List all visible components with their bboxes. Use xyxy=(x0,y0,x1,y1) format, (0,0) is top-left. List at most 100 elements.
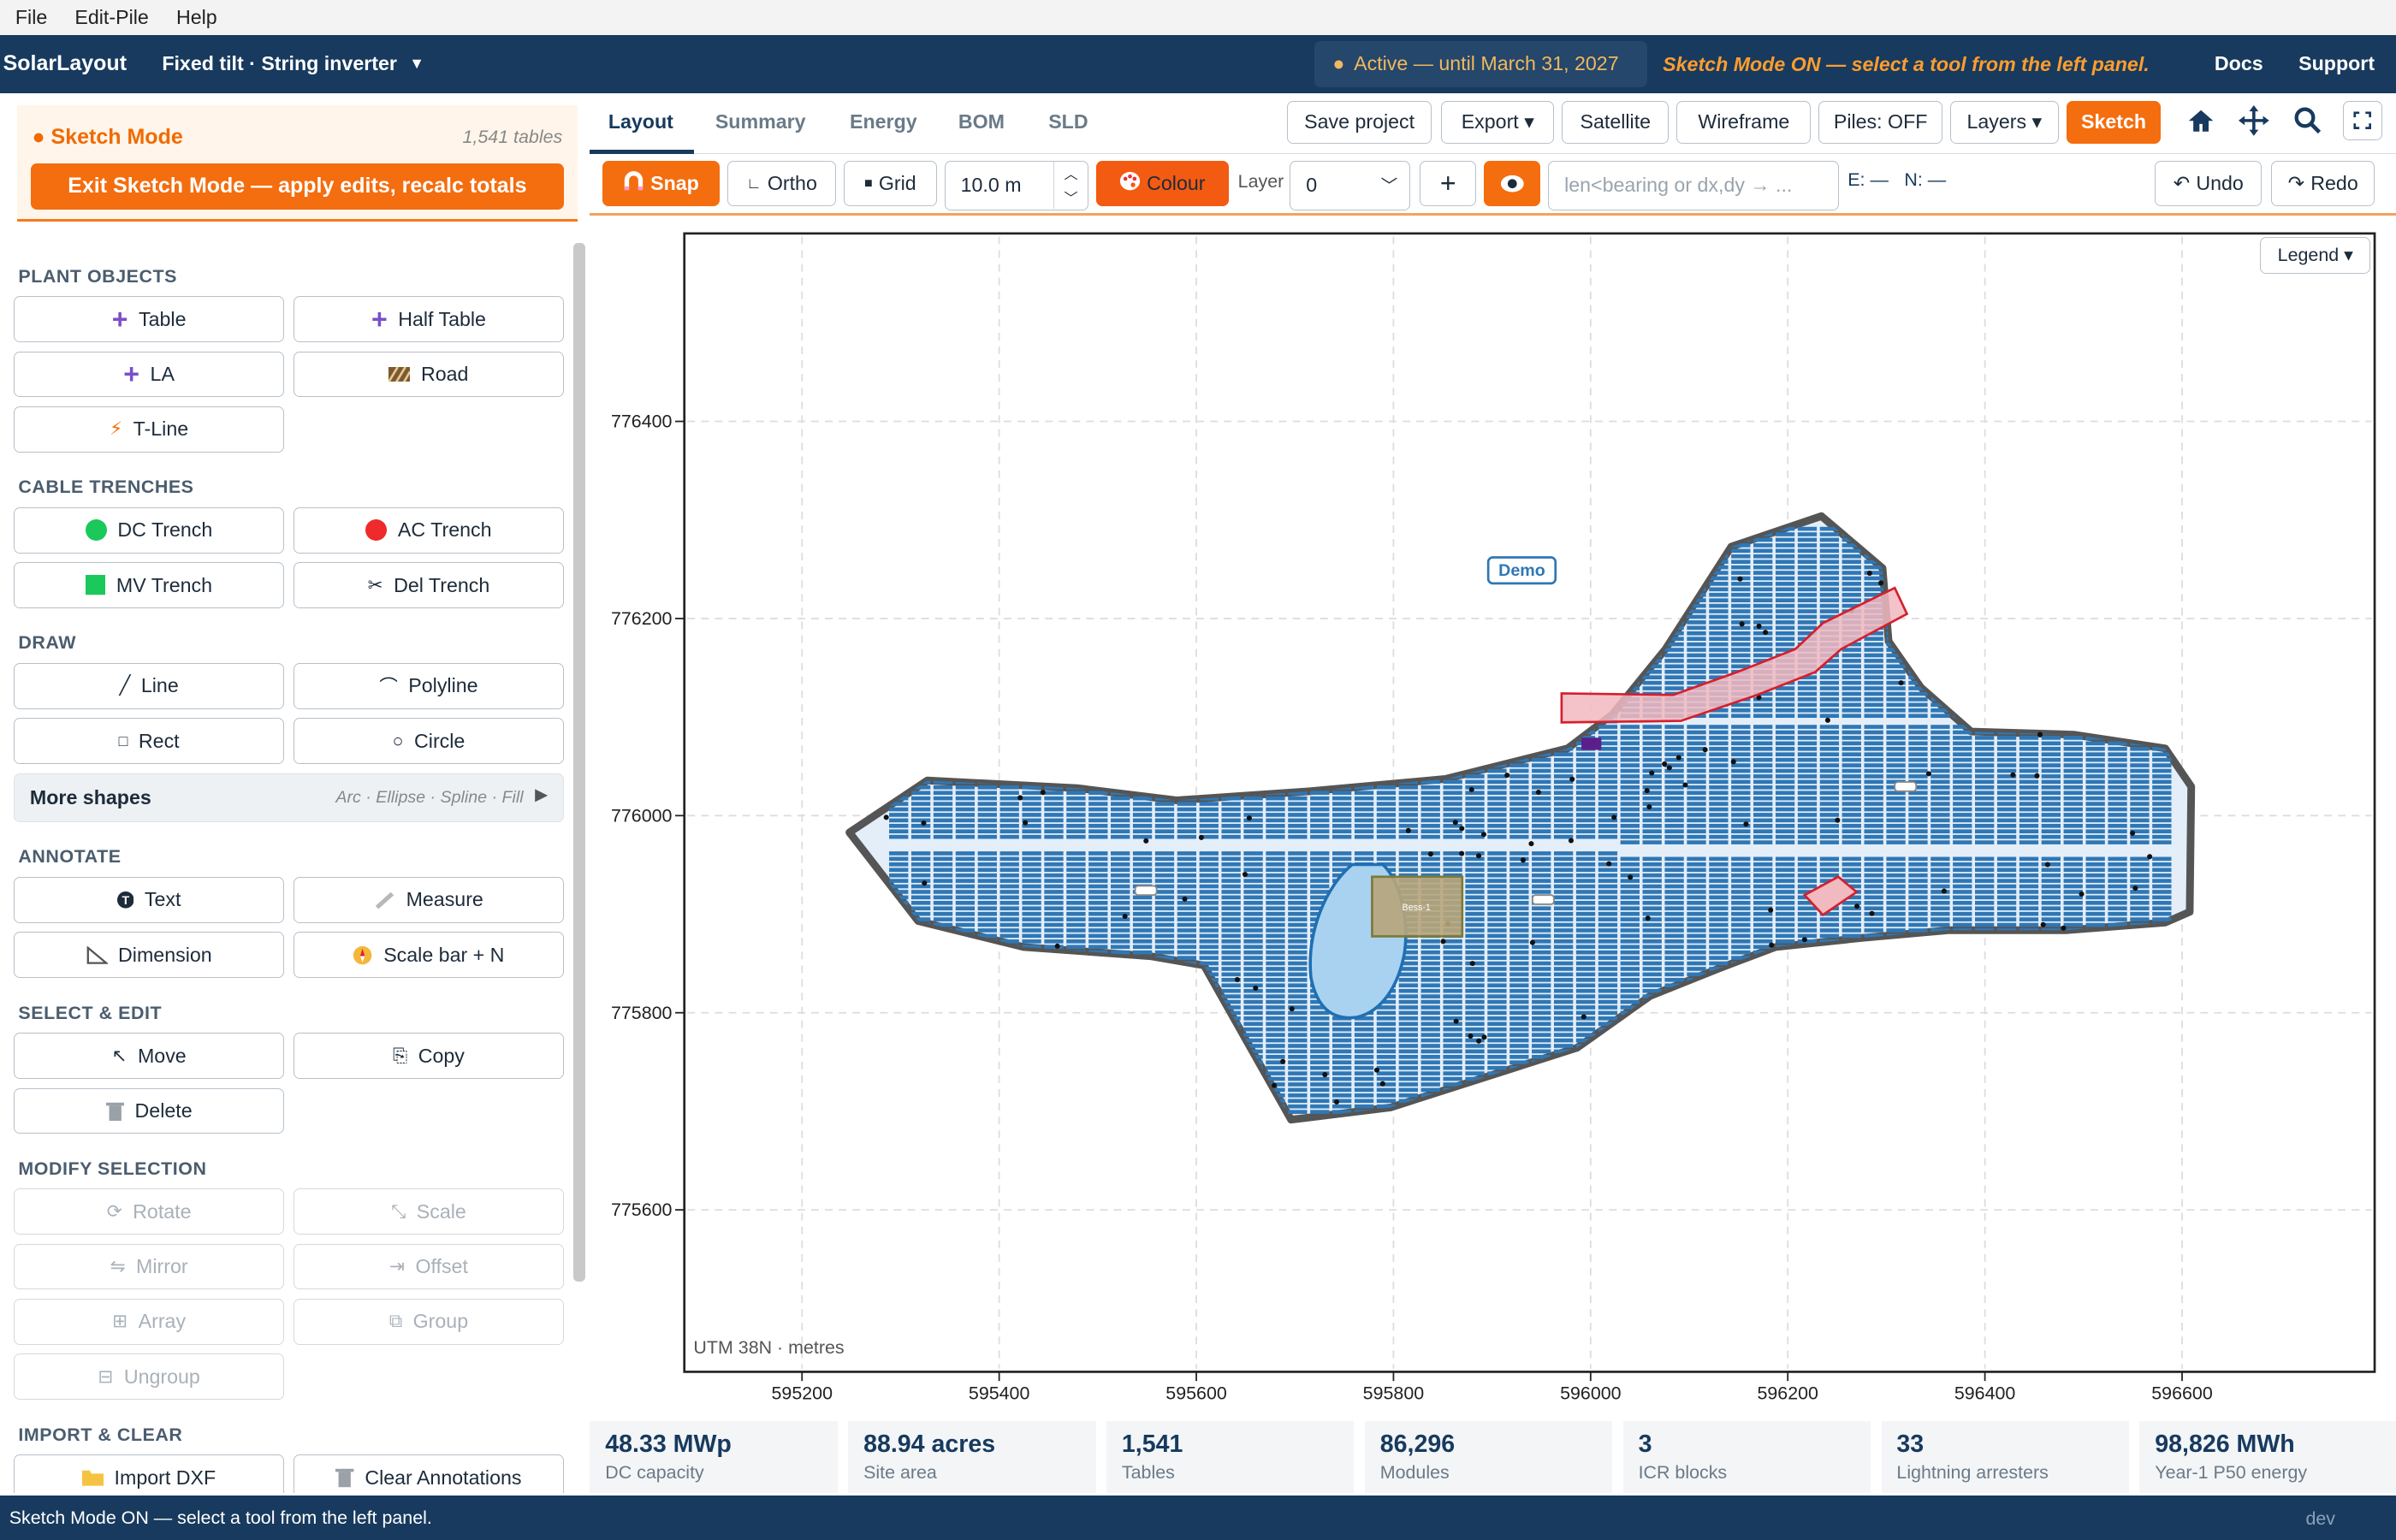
solar-table[interactable] xyxy=(1753,923,1773,927)
solar-table[interactable] xyxy=(1022,923,1042,927)
solar-table[interactable] xyxy=(1200,856,1219,862)
solar-table[interactable] xyxy=(1243,1022,1264,1027)
solar-table[interactable] xyxy=(1066,829,1086,834)
solar-table[interactable] xyxy=(1731,808,1751,812)
solar-table[interactable] xyxy=(1687,856,1707,862)
solar-table[interactable] xyxy=(1509,1028,1529,1032)
solar-table[interactable] xyxy=(1798,571,1818,576)
solar-table[interactable] xyxy=(999,808,1020,812)
solar-table[interactable] xyxy=(1842,681,1862,685)
solar-table[interactable] xyxy=(1022,928,1042,933)
solar-table[interactable] xyxy=(1842,840,1862,845)
solar-table[interactable] xyxy=(1088,885,1108,889)
solar-table[interactable] xyxy=(1487,1060,1507,1065)
tool-scalebar-button[interactable]: Scale bar + N xyxy=(293,932,565,979)
solar-table[interactable] xyxy=(999,895,1020,900)
solar-table[interactable] xyxy=(1709,598,1729,603)
solar-table[interactable] xyxy=(1310,1016,1330,1022)
solar-table[interactable] xyxy=(1221,868,1242,873)
solar-table[interactable] xyxy=(1111,818,1130,823)
solar-table[interactable] xyxy=(1554,758,1574,762)
solar-table[interactable] xyxy=(1465,1044,1486,1049)
solar-table[interactable] xyxy=(1022,912,1042,916)
solar-table[interactable] xyxy=(934,890,953,895)
solar-table[interactable] xyxy=(1554,983,1574,988)
solar-table[interactable] xyxy=(1443,824,1463,829)
solar-table[interactable] xyxy=(1820,675,1840,680)
solar-table[interactable] xyxy=(1487,856,1507,862)
solar-table[interactable] xyxy=(1864,835,1884,839)
solar-table[interactable] xyxy=(1554,928,1574,933)
solar-table[interactable] xyxy=(1443,1028,1463,1032)
tool-la-button[interactable]: + LA xyxy=(14,351,285,398)
solar-table[interactable] xyxy=(1731,874,1751,878)
solar-table[interactable] xyxy=(1066,851,1086,856)
solar-table[interactable] xyxy=(1798,763,1818,768)
solar-table[interactable] xyxy=(1576,895,1596,900)
solar-table[interactable] xyxy=(1709,956,1729,961)
solar-table[interactable] xyxy=(1509,906,1529,911)
solar-table[interactable] xyxy=(1420,868,1441,873)
solar-table[interactable] xyxy=(1598,868,1618,873)
solar-table[interactable] xyxy=(1332,1049,1352,1054)
solar-table[interactable] xyxy=(1532,868,1551,873)
solar-table[interactable] xyxy=(1842,879,1862,884)
solar-table[interactable] xyxy=(1288,1039,1308,1043)
solar-table[interactable] xyxy=(1554,951,1574,955)
solar-table[interactable] xyxy=(1310,862,1330,868)
solar-table[interactable] xyxy=(1687,615,1707,619)
solar-table[interactable] xyxy=(1642,763,1663,768)
solar-table[interactable] xyxy=(1243,808,1264,812)
solar-table[interactable] xyxy=(1842,752,1862,757)
solar-table[interactable] xyxy=(1221,862,1242,868)
solar-table[interactable] xyxy=(1133,808,1153,812)
solar-table[interactable] xyxy=(1532,1028,1551,1032)
solar-table[interactable] xyxy=(1709,714,1729,719)
solar-table[interactable] xyxy=(1288,989,1308,993)
solar-table[interactable] xyxy=(1221,1000,1242,1004)
solar-table[interactable] xyxy=(1487,851,1507,856)
solar-table[interactable] xyxy=(1554,1039,1574,1043)
solar-table[interactable] xyxy=(1554,939,1574,945)
solar-table[interactable] xyxy=(1798,829,1818,834)
solar-table[interactable] xyxy=(1753,643,1773,647)
solar-table[interactable] xyxy=(1200,917,1219,922)
solar-table[interactable] xyxy=(1576,1010,1596,1016)
solar-table[interactable] xyxy=(1266,1077,1286,1081)
solar-table[interactable] xyxy=(1399,1055,1419,1060)
solar-table[interactable] xyxy=(1642,874,1663,878)
solar-table[interactable] xyxy=(1420,962,1441,966)
solar-table[interactable] xyxy=(1642,779,1663,785)
solar-table[interactable] xyxy=(1753,890,1773,895)
solar-table[interactable] xyxy=(1621,813,1640,818)
solar-table[interactable] xyxy=(1487,808,1507,812)
solar-table[interactable] xyxy=(1621,797,1640,801)
solar-table[interactable] xyxy=(889,829,909,834)
solar-table[interactable] xyxy=(1642,797,1663,801)
solar-table[interactable] xyxy=(1598,763,1618,768)
solar-table[interactable] xyxy=(1443,785,1463,790)
solar-table[interactable] xyxy=(1044,835,1065,839)
solar-table[interactable] xyxy=(1266,1044,1286,1049)
solar-table[interactable] xyxy=(1731,818,1751,823)
solar-table[interactable] xyxy=(1776,577,1795,581)
solar-table[interactable] xyxy=(1776,543,1795,548)
solar-table[interactable] xyxy=(1753,725,1773,730)
solar-table[interactable] xyxy=(1509,890,1529,895)
solar-table[interactable] xyxy=(1465,879,1486,884)
solar-table[interactable] xyxy=(889,835,909,839)
solar-table[interactable] xyxy=(1044,797,1065,801)
solar-table[interactable] xyxy=(1709,856,1729,862)
solar-table[interactable] xyxy=(1465,895,1486,900)
solar-table[interactable] xyxy=(1664,912,1685,916)
solar-table[interactable] xyxy=(1399,802,1419,807)
solar-table[interactable] xyxy=(1509,939,1529,945)
solar-table[interactable] xyxy=(1842,725,1862,730)
solar-table[interactable] xyxy=(1509,951,1529,955)
solar-table[interactable] xyxy=(1554,1016,1574,1022)
solar-table[interactable] xyxy=(1155,829,1175,834)
solar-table[interactable] xyxy=(1864,593,1884,597)
solar-table[interactable] xyxy=(1621,978,1640,983)
solar-table[interactable] xyxy=(1820,566,1840,570)
solar-table[interactable] xyxy=(1200,813,1219,818)
